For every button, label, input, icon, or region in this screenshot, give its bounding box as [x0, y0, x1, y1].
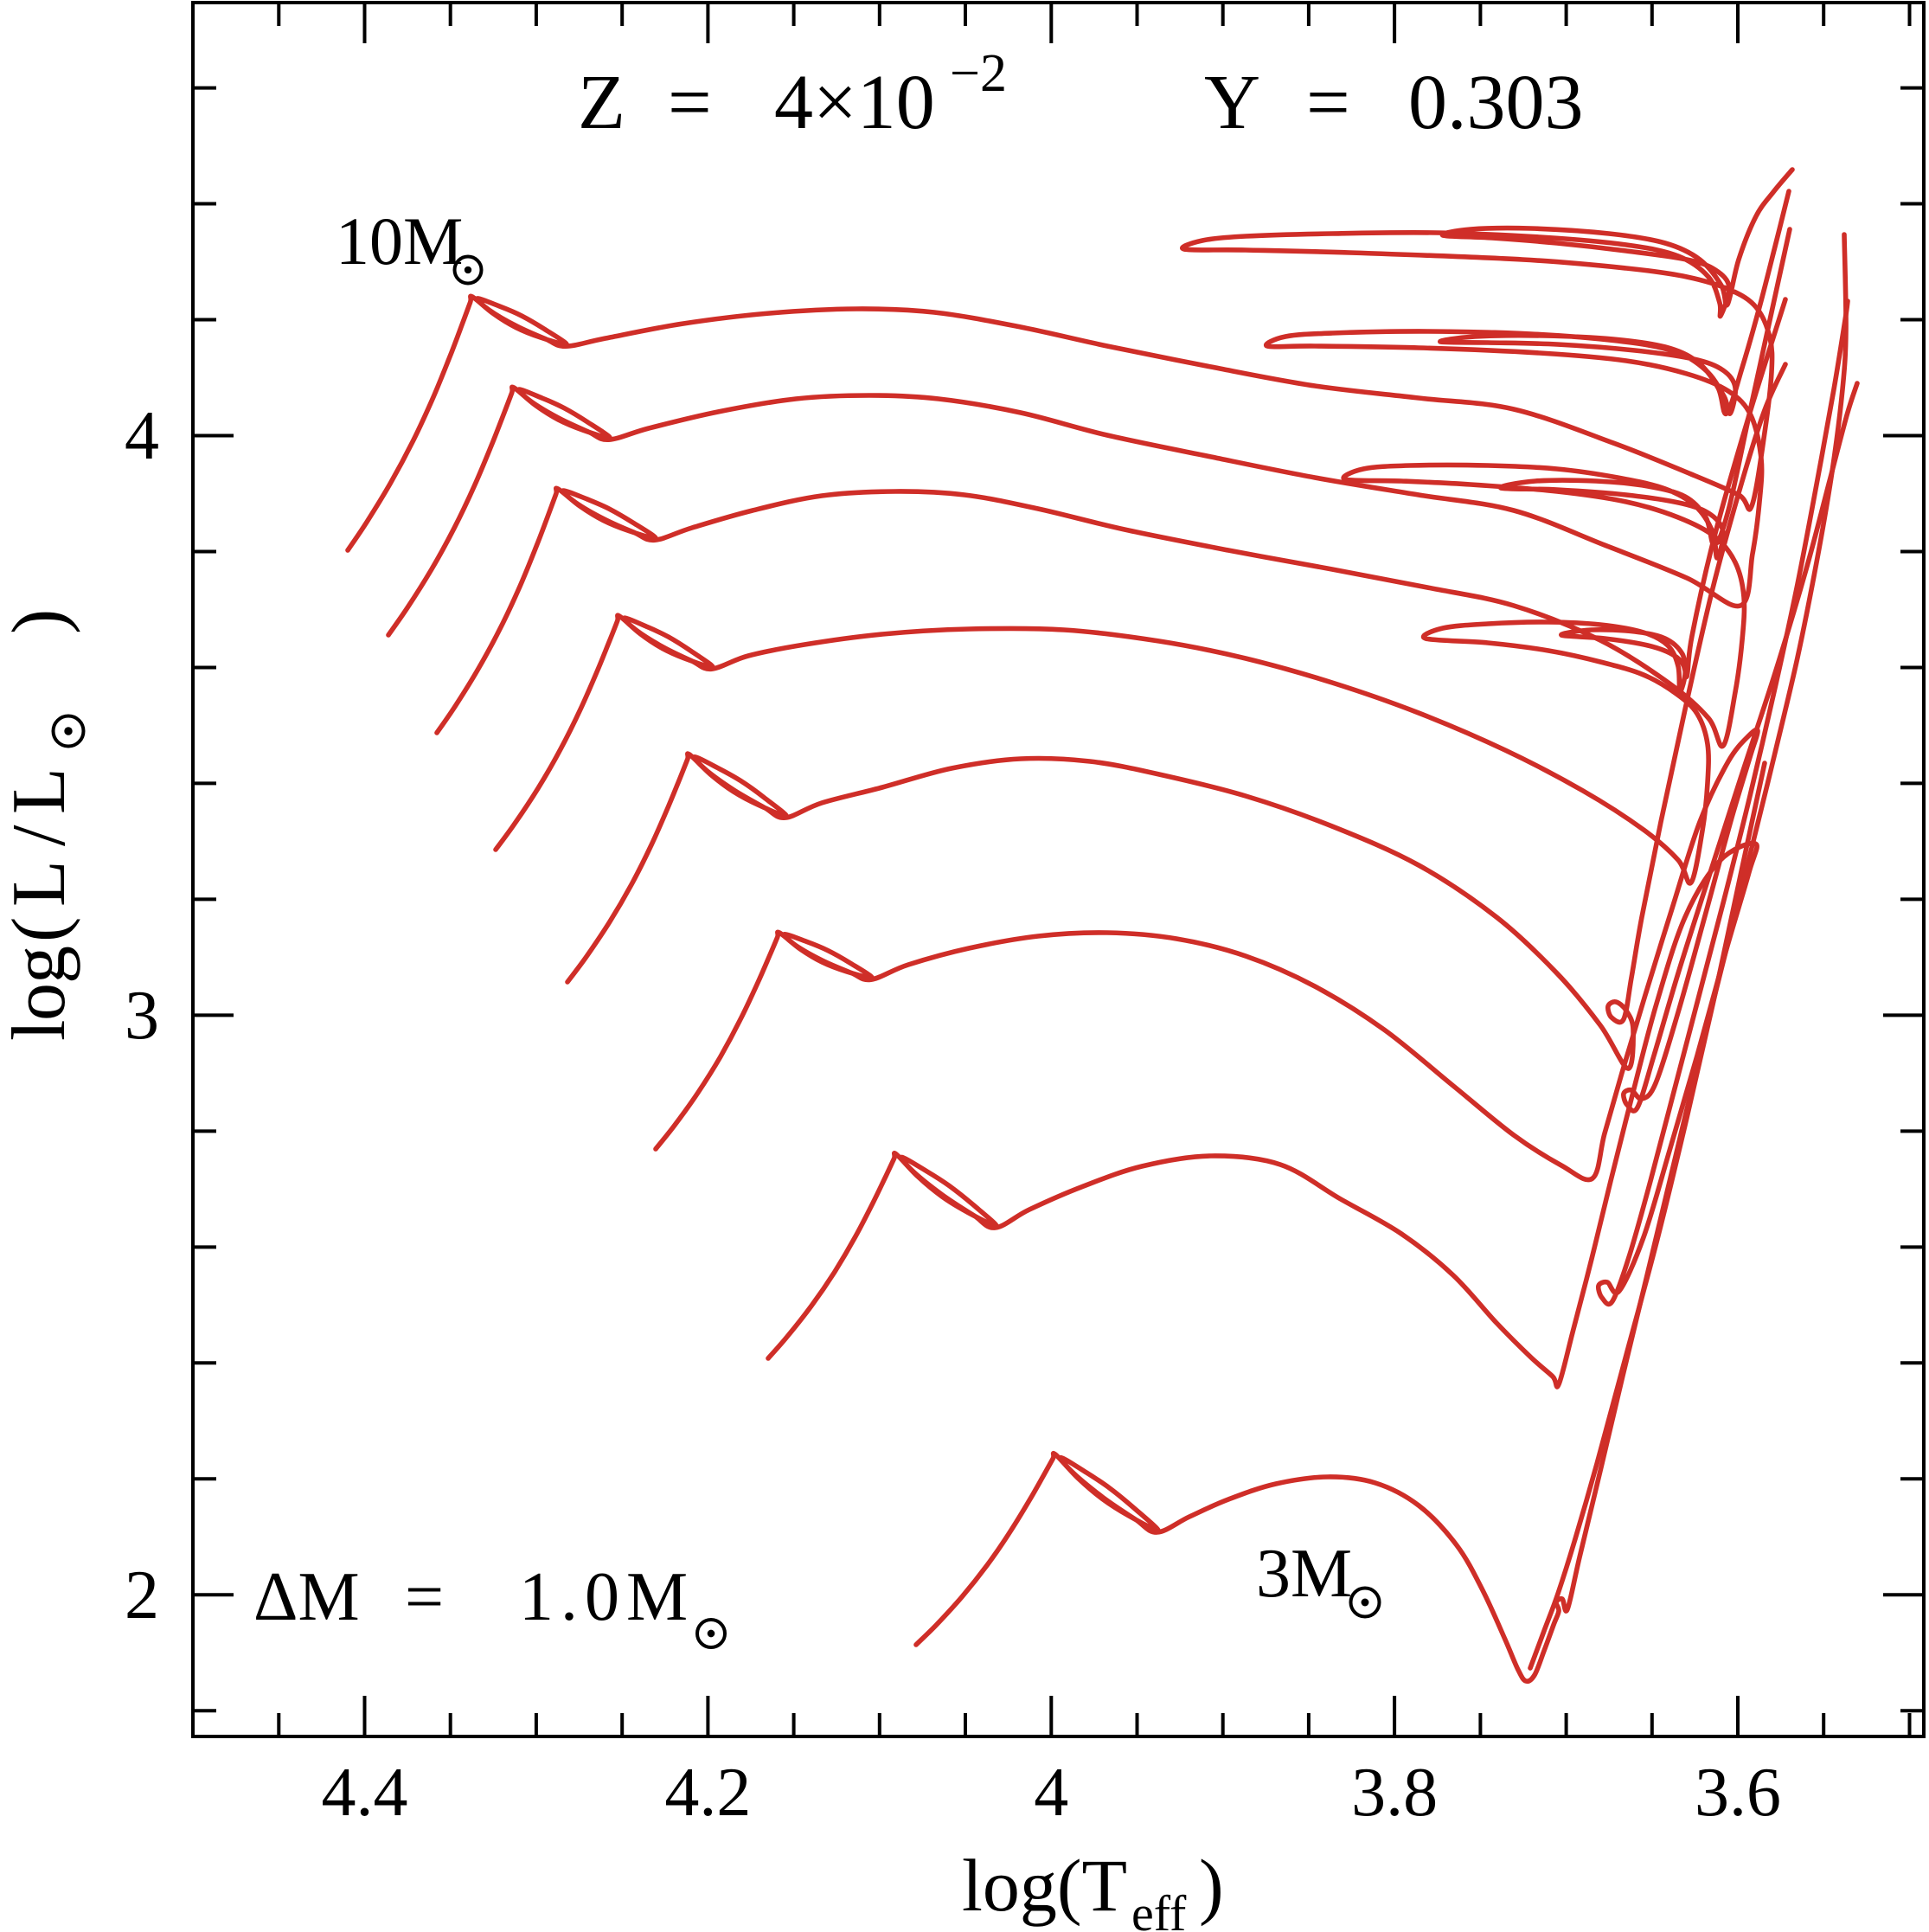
svg-text:o: o: [0, 983, 81, 1021]
svg-text:3: 3: [125, 978, 159, 1054]
svg-text:10M: 10M: [336, 203, 463, 279]
svg-text:2: 2: [125, 1557, 159, 1634]
svg-text:/: /: [0, 825, 81, 846]
svg-text:1.0M: 1.0M: [519, 1559, 695, 1635]
svg-text:eff: eff: [1131, 1885, 1187, 1932]
svg-text:4: 4: [125, 398, 159, 474]
svg-text:L: L: [0, 767, 81, 814]
svg-text:L: L: [0, 860, 81, 907]
svg-text:l: l: [0, 1020, 81, 1041]
svg-text:ΔM: ΔM: [253, 1559, 360, 1635]
svg-text:=: =: [1306, 60, 1350, 145]
svg-text:3.8: 3.8: [1351, 1755, 1438, 1831]
svg-text:=: =: [405, 1559, 444, 1635]
svg-text:): ): [1199, 1844, 1224, 1927]
svg-text:): ): [0, 609, 81, 634]
svg-text:4: 4: [1034, 1755, 1068, 1831]
svg-text:Z: Z: [578, 60, 625, 145]
svg-text:4.4: 4.4: [322, 1755, 408, 1831]
svg-text:4×10: 4×10: [774, 60, 935, 145]
svg-text:−2: −2: [950, 44, 1007, 103]
svg-text:log(T: log(T: [962, 1844, 1127, 1927]
svg-text:3.6: 3.6: [1695, 1755, 1781, 1831]
svg-text:(: (: [0, 917, 81, 942]
svg-text:3M: 3M: [1256, 1536, 1352, 1612]
svg-text:=: =: [668, 60, 712, 145]
svg-text:0.303: 0.303: [1408, 60, 1584, 145]
svg-text:g: g: [0, 946, 81, 984]
svg-text:Y: Y: [1204, 60, 1260, 145]
svg-text:4.2: 4.2: [664, 1755, 751, 1831]
